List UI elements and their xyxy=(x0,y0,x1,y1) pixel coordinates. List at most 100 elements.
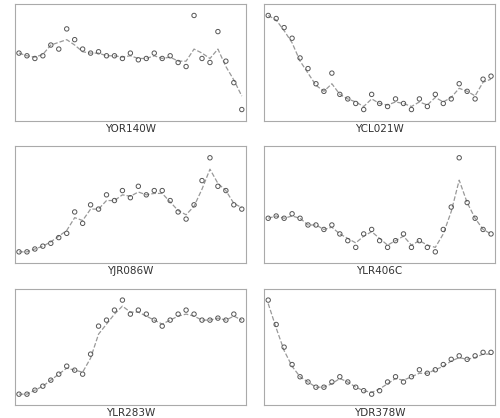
Point xyxy=(126,311,134,317)
Point xyxy=(94,48,102,55)
Point xyxy=(126,50,134,56)
Point xyxy=(392,373,400,380)
Point xyxy=(400,379,407,385)
Point xyxy=(70,367,78,374)
Point xyxy=(190,311,198,317)
Point xyxy=(142,191,150,198)
X-axis label: YLR406C: YLR406C xyxy=(356,266,403,276)
Point xyxy=(344,237,352,244)
Point xyxy=(328,222,336,228)
Point xyxy=(280,344,288,350)
Point xyxy=(376,237,384,244)
Point xyxy=(360,387,368,394)
Point xyxy=(86,351,94,357)
Point xyxy=(400,100,407,107)
Point xyxy=(102,52,110,59)
X-axis label: YLR283W: YLR283W xyxy=(106,408,155,418)
Point xyxy=(336,231,344,237)
Point xyxy=(440,361,448,368)
Point xyxy=(360,231,368,237)
Point xyxy=(328,70,336,76)
Point xyxy=(304,222,312,228)
Point xyxy=(288,35,296,41)
Point xyxy=(424,370,432,377)
Point xyxy=(222,58,230,64)
Point xyxy=(214,315,222,321)
Point xyxy=(455,80,463,87)
Point xyxy=(214,28,222,35)
Point xyxy=(47,377,55,383)
Point xyxy=(392,237,400,244)
Point xyxy=(70,209,78,215)
Point xyxy=(55,234,63,241)
Point xyxy=(158,187,166,194)
Point xyxy=(142,55,150,62)
Point xyxy=(312,384,320,390)
Point xyxy=(368,226,376,233)
Point xyxy=(31,387,39,393)
Point xyxy=(376,100,384,107)
Point xyxy=(352,100,360,107)
Point xyxy=(455,352,463,359)
Point xyxy=(206,317,214,324)
Point xyxy=(230,79,238,86)
Point xyxy=(31,246,39,252)
Point xyxy=(118,187,126,194)
Point xyxy=(190,201,198,208)
Point xyxy=(110,307,118,314)
Point xyxy=(455,154,463,161)
Point xyxy=(174,209,182,215)
Point xyxy=(206,154,214,161)
Point xyxy=(134,307,142,314)
Point xyxy=(182,307,190,314)
Point xyxy=(440,226,448,233)
Point xyxy=(288,361,296,368)
Point xyxy=(400,231,407,237)
Point xyxy=(304,379,312,385)
Point xyxy=(23,391,31,398)
Point xyxy=(198,55,206,62)
Point xyxy=(288,210,296,217)
Point xyxy=(280,24,288,31)
Point xyxy=(222,317,230,324)
Point xyxy=(39,383,47,390)
Point xyxy=(360,106,368,113)
Point xyxy=(479,349,487,356)
Point xyxy=(102,191,110,198)
X-axis label: YOR140W: YOR140W xyxy=(105,124,156,134)
Point xyxy=(376,387,384,394)
Point xyxy=(296,55,304,61)
Point xyxy=(336,373,344,380)
Point xyxy=(487,349,495,356)
Point xyxy=(264,12,272,19)
Point xyxy=(158,323,166,329)
Point xyxy=(471,215,479,222)
Point xyxy=(126,194,134,201)
Point xyxy=(31,55,39,62)
Point xyxy=(352,244,360,251)
Point xyxy=(166,317,174,324)
Point xyxy=(142,311,150,317)
X-axis label: YDR378W: YDR378W xyxy=(354,408,406,418)
Point xyxy=(174,59,182,66)
Point xyxy=(471,96,479,102)
Point xyxy=(320,88,328,95)
Point xyxy=(15,249,23,255)
Point xyxy=(272,321,280,328)
Point xyxy=(264,297,272,303)
Point xyxy=(432,91,440,98)
Point xyxy=(238,106,246,113)
Point xyxy=(272,213,280,219)
Point xyxy=(182,63,190,70)
Point xyxy=(408,106,416,113)
Point xyxy=(182,216,190,222)
Point xyxy=(158,55,166,62)
Point xyxy=(150,187,158,194)
Point xyxy=(479,226,487,233)
Point xyxy=(432,249,440,255)
Point xyxy=(238,206,246,212)
Point xyxy=(166,197,174,204)
Point xyxy=(118,55,126,62)
Point xyxy=(47,42,55,48)
Point xyxy=(368,391,376,398)
